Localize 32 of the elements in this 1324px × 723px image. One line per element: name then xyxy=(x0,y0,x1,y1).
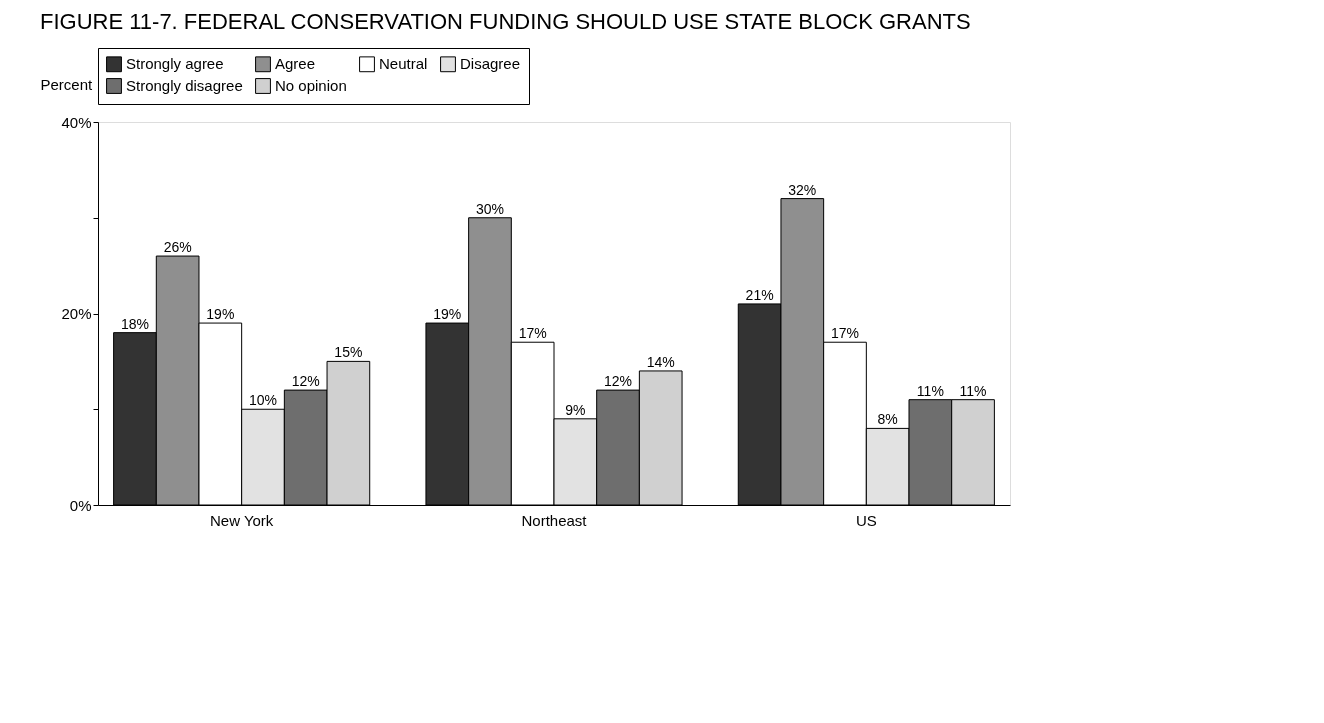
y-tick-label: 40% xyxy=(61,113,92,131)
x-tick-label: Northeast xyxy=(521,511,588,529)
data-label: 11% xyxy=(959,382,987,399)
legend-label: Neutral xyxy=(379,55,428,73)
data-label: 12% xyxy=(604,373,633,390)
data-label: 30% xyxy=(475,200,504,217)
x-tick-label: US xyxy=(855,511,877,529)
data-label: 17% xyxy=(518,325,547,342)
legend-label: Disagree xyxy=(460,55,521,73)
y-axis-title: Percent xyxy=(40,75,94,93)
data-label: 15% xyxy=(334,344,363,361)
data-label: 8% xyxy=(877,411,898,428)
data-label: 21% xyxy=(745,286,774,303)
y-tick-label: 20% xyxy=(61,305,92,322)
x-tick-label: New York xyxy=(209,511,274,529)
data-label: 26% xyxy=(163,239,192,256)
data-label: 32% xyxy=(788,181,817,198)
data-label: 12% xyxy=(291,373,320,390)
data-label: 14% xyxy=(646,353,675,370)
data-label: 19% xyxy=(206,306,235,323)
data-label: 18% xyxy=(120,315,149,332)
chart-title: FIGURE 11-7. FEDERAL CONSERVATION FUNDING SHOULD USE STATE BLOCK GRANTS xyxy=(40,8,971,34)
data-label: 19% xyxy=(433,306,462,323)
data-label: 17% xyxy=(830,325,859,342)
data-label: 9% xyxy=(565,401,586,418)
data-label: 11% xyxy=(916,382,944,399)
y-tick-label: 0% xyxy=(69,496,92,514)
legend-label: No opinion xyxy=(275,77,347,94)
legend-label: Strongly disagree xyxy=(126,77,243,94)
data-label: 10% xyxy=(249,392,278,409)
legend-label: Strongly agree xyxy=(126,55,224,73)
legend-label: Agree xyxy=(275,55,316,73)
